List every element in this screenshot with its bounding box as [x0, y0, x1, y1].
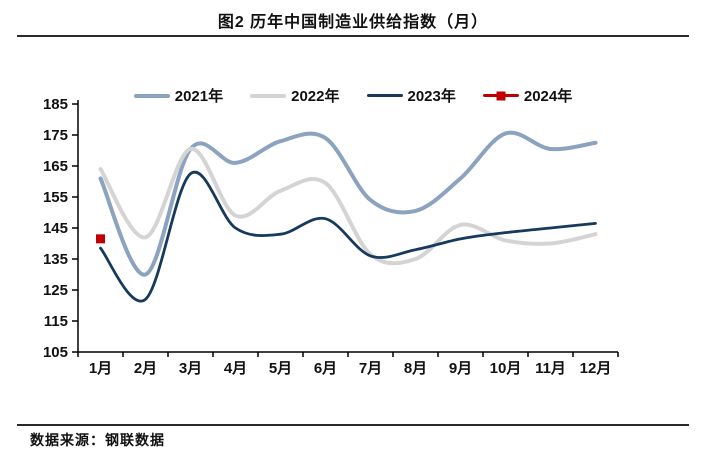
legend-item-2023年: 2023年: [366, 85, 456, 106]
x-tick-label: 4月: [224, 360, 247, 377]
y-tick-label: 135: [43, 251, 68, 268]
x-tick-label: 2月: [134, 360, 157, 377]
legend-item-2024年: 2024年: [482, 85, 573, 106]
x-tick-label: 1月: [89, 360, 112, 377]
x-tick-label: 11月: [535, 360, 566, 377]
y-tick-label: 145: [43, 220, 68, 237]
legend-label: 2023年: [407, 88, 456, 105]
x-tick-label: 6月: [314, 360, 337, 377]
x-tick-label: 12月: [580, 360, 612, 377]
y-tick-label: 185: [43, 96, 68, 113]
series-line-2023年: [99, 170, 597, 303]
y-tick-label: 115: [44, 313, 68, 330]
legend-line-swatch: [366, 94, 403, 97]
legend-line-swatch: [133, 93, 170, 98]
footer-divider: [17, 424, 689, 426]
legend-label: 2022年: [291, 88, 340, 105]
x-tick-label: 8月: [404, 360, 427, 377]
legend-label: 2021年: [174, 88, 224, 105]
legend-item-2022年: 2022年: [250, 85, 340, 106]
page-title: 图2 历年中国制造业供给指数（月）: [217, 14, 489, 31]
data-source-label: 数据来源：钢联数据: [30, 432, 165, 448]
y-tick-label: 155: [43, 189, 68, 206]
legend-square-marker: [496, 91, 506, 100]
x-tick-label: 9月: [449, 360, 472, 377]
x-tick-label: 10月: [490, 360, 522, 377]
y-tick-label: 125: [43, 282, 68, 299]
x-tick-label: 7月: [359, 360, 382, 377]
title-divider: [17, 35, 689, 37]
y-tick-label: 105: [43, 344, 68, 361]
y-tick-label: 175: [43, 127, 68, 144]
series-line-2021年: [98, 130, 598, 277]
legend-item-2021年: 2021年: [133, 85, 224, 106]
legend-line-swatch: [250, 93, 287, 98]
x-tick-label: 5月: [269, 360, 292, 377]
y-tick-label: 165: [43, 158, 68, 175]
legend-label: 2024年: [523, 88, 573, 105]
chart-legend: 2021年 2022年 2023年 2024年: [0, 85, 706, 106]
series-line-2022年: [98, 146, 598, 266]
series-marker-2024年: [96, 234, 105, 244]
legend-line-swatch: [482, 91, 519, 100]
x-tick-label: 3月: [179, 360, 202, 377]
